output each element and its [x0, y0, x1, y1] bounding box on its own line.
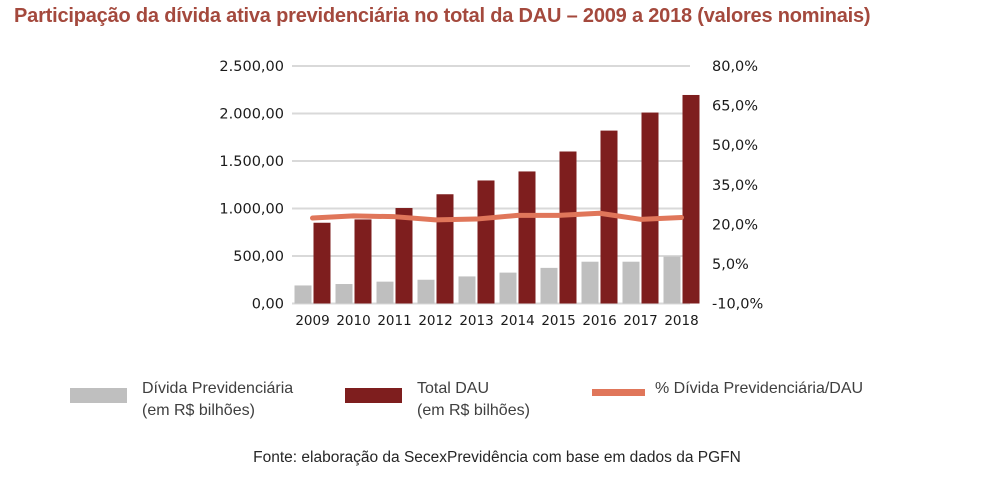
legend-swatch-divida-previdenciaria — [70, 388, 127, 403]
y-axis-right-tick-label: -10,0% — [712, 297, 763, 313]
x-axis-label-2015: 2015 — [541, 313, 575, 329]
legend-label-total-dau: Total DAU — [417, 380, 490, 397]
x-axis-label-2017: 2017 — [623, 313, 657, 329]
legend-swatch-percent-line — [592, 389, 645, 396]
x-axis-label-2016: 2016 — [582, 313, 616, 329]
y-axis-right-tick-label: 20,0% — [712, 217, 758, 233]
bar-divida-previdenciaria-2009 — [294, 285, 312, 304]
bar-total-dau-2012 — [436, 194, 454, 304]
page-title: Participação da dívida ativa previdenciá… — [14, 5, 871, 27]
bar-total-dau-2011 — [395, 208, 413, 304]
y-axis-left-tick-label: 0,00 — [252, 297, 284, 313]
y-axis-right-tick-label: 35,0% — [712, 178, 758, 194]
y-axis-left-tick-label: 2.500,00 — [219, 59, 284, 75]
x-axis-label-2011: 2011 — [377, 313, 411, 329]
x-axis-label-2009: 2009 — [295, 313, 329, 329]
bar-divida-previdenciaria-2016 — [581, 261, 599, 304]
y-axis-left-tick-label: 500,00 — [233, 249, 284, 265]
percent-divida-dau-line — [310, 210, 684, 223]
bar-divida-previdenciaria-2018 — [663, 256, 681, 304]
bar-divida-previdenciaria-2015 — [540, 267, 558, 304]
bar-divida-previdenciaria-2012 — [417, 279, 435, 304]
x-axis-label-2013: 2013 — [459, 313, 493, 329]
legend-item-total-dau: Total DAU (em R$ bilhões) — [345, 378, 530, 424]
chart-legend: Dívida Previdenciária (em R$ bilhões) To… — [0, 378, 994, 428]
bar-total-dau-2013 — [477, 180, 495, 304]
y-axis-right-tick-label: 5,0% — [712, 257, 749, 273]
bar-total-dau-2010 — [354, 219, 372, 304]
legend-item-percent-divida-dau: % Dívida Previdenciária/DAU — [592, 378, 863, 424]
y-axis-right-tick-label: 65,0% — [712, 99, 758, 115]
legend-item-divida-previdenciaria: Dívida Previdenciária (em R$ bilhões) — [70, 378, 293, 424]
y-axis-right-tick-label: 50,0% — [712, 138, 758, 154]
x-axis-label-2014: 2014 — [500, 313, 534, 329]
bar-divida-previdenciaria-2013 — [458, 276, 476, 304]
bar-total-dau-2009 — [313, 222, 331, 304]
legend-label-divida-previdenciaria-unit: (em R$ bilhões) — [142, 402, 255, 419]
chart-area: 2.500,00 2.000,00 1.500,00 1.000,00 500,00 0,… — [219, 59, 763, 329]
bar-divida-previdenciaria-2017 — [622, 261, 640, 304]
y-axis-left-tick-label: 1.000,00 — [219, 202, 284, 218]
source-note: Fonte: elaboração da SecexPrevidência co… — [253, 449, 741, 466]
legend-swatch-total-dau — [345, 388, 402, 403]
bar-divida-previdenciaria-2011 — [376, 281, 394, 304]
y-axis-left-tick-label: 2.000,00 — [219, 107, 284, 123]
x-axis-label-2012: 2012 — [418, 313, 452, 329]
bar-divida-previdenciaria-2010 — [335, 284, 353, 304]
bar-total-dau-2015 — [559, 151, 577, 304]
bar-divida-previdenciaria-2014 — [499, 272, 517, 304]
legend-label-total-dau-unit: (em R$ bilhões) — [417, 402, 530, 419]
bar-total-dau-2017 — [641, 112, 659, 304]
legend-label-percent-divida-dau: % Dívida Previdenciária/DAU — [655, 380, 864, 397]
legend-label-divida-previdenciaria: Dívida Previdenciária — [142, 380, 294, 397]
x-axis-label-2010: 2010 — [336, 313, 370, 329]
y-axis-left-tick-label: 1.500,00 — [219, 154, 284, 170]
x-axis-label-2018: 2018 — [664, 313, 698, 329]
bar-total-dau-2018 — [682, 94, 700, 304]
bar-total-dau-2014 — [518, 171, 536, 304]
y-axis-right-tick-label: 80,0% — [712, 59, 758, 75]
